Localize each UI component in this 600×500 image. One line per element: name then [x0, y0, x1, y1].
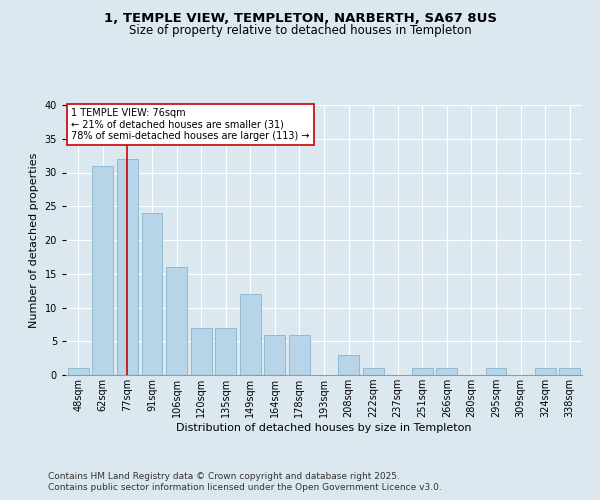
- Text: Contains HM Land Registry data © Crown copyright and database right 2025.: Contains HM Land Registry data © Crown c…: [48, 472, 400, 481]
- Bar: [117, 159, 138, 375]
- Bar: [289, 334, 310, 375]
- Bar: [215, 328, 236, 375]
- X-axis label: Distribution of detached houses by size in Templeton: Distribution of detached houses by size …: [176, 423, 472, 433]
- Bar: [485, 368, 506, 375]
- Bar: [265, 334, 286, 375]
- Bar: [240, 294, 261, 375]
- Bar: [362, 368, 383, 375]
- Bar: [166, 267, 187, 375]
- Bar: [535, 368, 556, 375]
- Bar: [559, 368, 580, 375]
- Text: Size of property relative to detached houses in Templeton: Size of property relative to detached ho…: [128, 24, 472, 37]
- Bar: [191, 328, 212, 375]
- Bar: [338, 355, 359, 375]
- Y-axis label: Number of detached properties: Number of detached properties: [29, 152, 39, 328]
- Text: 1, TEMPLE VIEW, TEMPLETON, NARBERTH, SA67 8US: 1, TEMPLE VIEW, TEMPLETON, NARBERTH, SA6…: [104, 12, 497, 26]
- Text: 1 TEMPLE VIEW: 76sqm
← 21% of detached houses are smaller (31)
78% of semi-detac: 1 TEMPLE VIEW: 76sqm ← 21% of detached h…: [71, 108, 310, 141]
- Bar: [142, 213, 163, 375]
- Bar: [412, 368, 433, 375]
- Bar: [92, 166, 113, 375]
- Bar: [68, 368, 89, 375]
- Text: Contains public sector information licensed under the Open Government Licence v3: Contains public sector information licen…: [48, 483, 442, 492]
- Bar: [436, 368, 457, 375]
